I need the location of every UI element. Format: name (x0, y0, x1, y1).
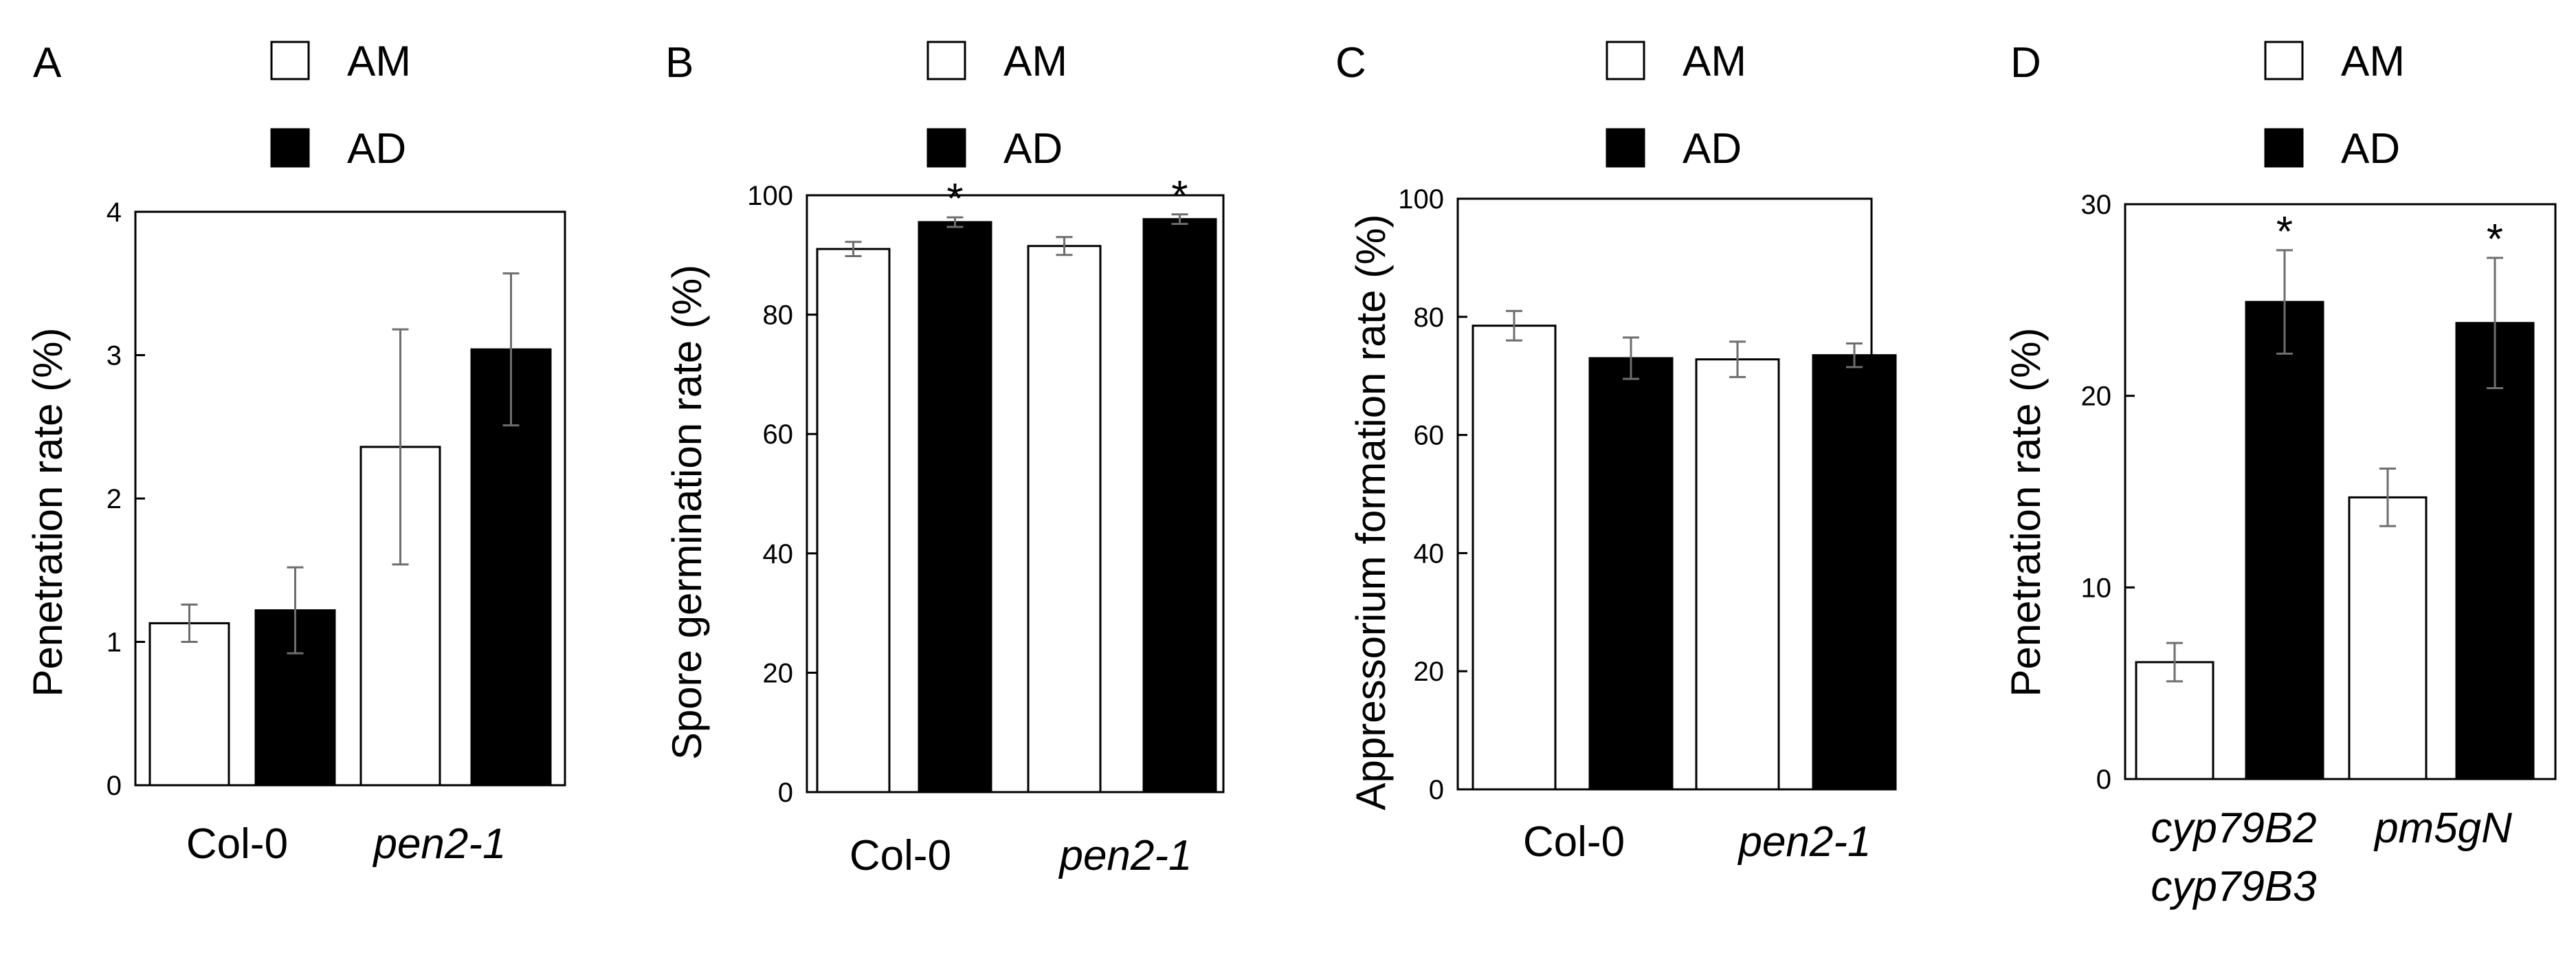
legend-swatch-ad (1606, 128, 1645, 168)
legend-label-ad: AD (1683, 125, 1742, 173)
y-tick-label: 0 (107, 771, 122, 801)
significance-mark: * (946, 175, 963, 223)
legend-label-ad: AD (347, 125, 406, 173)
x-category-label: Col-0 (186, 820, 288, 868)
legend-label-am: AM (2341, 38, 2405, 85)
significance-mark: * (1171, 173, 1188, 220)
y-tick-label: 0 (2096, 765, 2111, 795)
panel-letter: B (665, 39, 693, 87)
y-tick-label: 1 (107, 628, 122, 658)
x-category-label: pen2-1 (1737, 818, 1871, 866)
y-tick-label: 100 (747, 181, 793, 211)
bar-ad (2455, 322, 2535, 780)
panel-letter: C (1335, 39, 1366, 87)
y-tick-label: 40 (1414, 538, 1445, 569)
legend-label-am: AM (1003, 38, 1067, 85)
y-tick-label: 20 (2081, 382, 2112, 412)
legend-swatch-ad (2264, 128, 2304, 168)
x-category-label: Col-0 (850, 832, 951, 879)
legend-swatch-am (2264, 41, 2304, 80)
bar-am (2348, 496, 2428, 780)
bar-am (816, 248, 891, 793)
chart-panel-a: A AM AD 0 1 2 3 4 Penetration rate (%) Col-0 pen2-… (25, 38, 566, 868)
y-tick-label: 20 (763, 658, 794, 688)
x-category-label: pen2-1 (372, 820, 506, 868)
x-category-label: pen2-1 (1058, 832, 1192, 879)
y-axis-label: Spore germination rate (%) (664, 265, 710, 760)
bar-ad (1812, 354, 1897, 791)
panel-letter: D (2010, 39, 2041, 87)
legend-swatch-am (926, 41, 966, 80)
y-tick-label: 4 (107, 197, 122, 228)
legend-label-am: AM (347, 38, 411, 85)
axes-frame (2124, 203, 2557, 780)
chart-panel-d: D AM AD 0 10 20 30 Penetration rate (%) * cyp79B2… (2003, 38, 2557, 910)
legend-swatch-ad (270, 128, 310, 168)
y-tick-label: 20 (1414, 657, 1445, 687)
y-tick-label: 30 (2081, 190, 2112, 220)
legend-label-ad: AD (2341, 125, 2400, 173)
legend-label-am: AM (1683, 38, 1746, 85)
y-tick-label: 60 (1414, 421, 1445, 451)
significance-mark: * (2276, 208, 2293, 256)
bar-ad (918, 221, 992, 793)
y-tick-label: 2 (107, 484, 122, 514)
legend-swatch-am (1606, 41, 1645, 80)
axes-frame (806, 194, 1225, 793)
y-axis-label: Penetration rate (%) (2003, 328, 2049, 697)
x-category-label: Col-0 (1523, 818, 1625, 866)
bar-ad (1142, 218, 1217, 793)
panel-letter: A (33, 39, 62, 87)
y-tick-label: 80 (1414, 303, 1445, 333)
y-tick-label: 60 (763, 419, 794, 450)
y-tick-label: 80 (763, 300, 794, 331)
significance-mark: * (2487, 216, 2503, 263)
y-tick-label: 0 (778, 778, 793, 808)
y-tick-label: 0 (1429, 775, 1444, 805)
bar-ad (2245, 300, 2324, 780)
x-category-label: cyp79B3 (2151, 863, 2316, 910)
y-tick-label: 10 (2081, 573, 2112, 603)
bar-ad (1588, 357, 1674, 791)
y-tick-label: 3 (107, 341, 122, 371)
x-category-label: pm5gN (2373, 804, 2512, 852)
bar-ad (254, 609, 336, 787)
legend-swatch-ad (926, 128, 966, 168)
y-axis-label: Appressorium formation rate (%) (1348, 215, 1394, 811)
y-tick-label: 100 (1398, 184, 1444, 215)
legend-label-ad: AD (1003, 125, 1063, 173)
x-category-label: cyp79B2 (2151, 804, 2316, 852)
y-axis-label: Penetration rate (%) (25, 328, 71, 697)
bar-am (1695, 358, 1780, 791)
bar-am (1472, 325, 1557, 791)
bar-am (1027, 245, 1102, 793)
bar-am (148, 622, 230, 787)
chart-panel-b: B AM AD 0 20 40 60 80 100 Spore germination rate … (664, 38, 1225, 879)
y-tick-label: 40 (763, 539, 794, 569)
legend-swatch-am (270, 41, 310, 80)
